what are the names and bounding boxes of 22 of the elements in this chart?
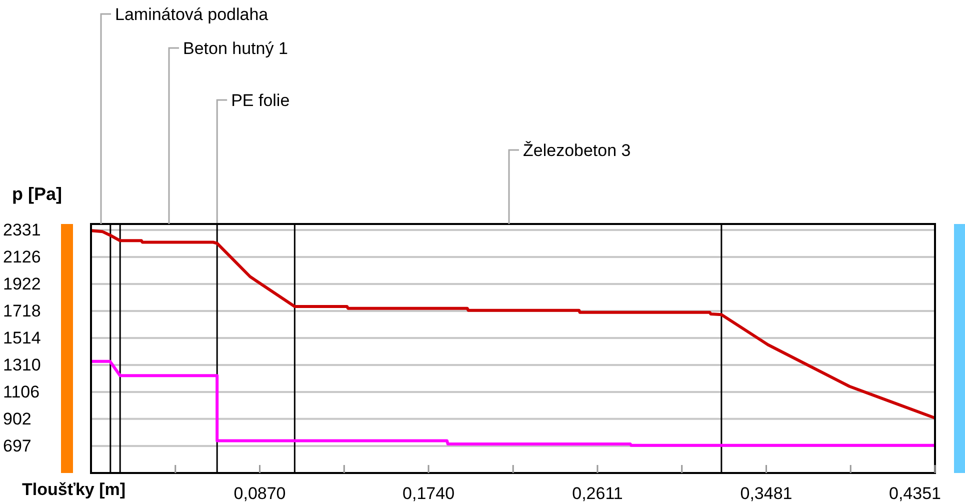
y-tick-label: 1106: [3, 382, 40, 402]
line-series: [90, 360, 936, 447]
x-tick-label: 0,3481: [740, 484, 792, 502]
x-tick-label: 0,1740: [402, 484, 455, 502]
y-tick-label: 697: [3, 436, 32, 456]
text: Beton hutný 1: [183, 39, 288, 58]
ref-line-label: PE folie: [231, 91, 290, 110]
y-tick-label: 1310: [3, 355, 41, 374]
x-axis-title: Tloušťky [m]: [22, 480, 126, 499]
text: Železobeton 3: [523, 141, 631, 160]
y-tick-label: 1718: [3, 301, 41, 320]
x-tick-label: 0,2611: [572, 484, 623, 502]
y-tick-label: 2331: [3, 220, 41, 240]
line-series: [90, 229, 936, 420]
text: Laminátová podlaha: [115, 5, 269, 24]
y-tick-label: 1514: [3, 328, 41, 348]
x-tick-label: 0,4351: [889, 484, 941, 502]
x-tick-label: 0,0870: [234, 484, 286, 502]
y-tick-label: 1922: [3, 274, 41, 294]
y-tick-label: 902: [3, 409, 32, 428]
y-axis-title: p [Pa]: [12, 184, 62, 204]
y-tick-label: 2126: [3, 248, 41, 266]
